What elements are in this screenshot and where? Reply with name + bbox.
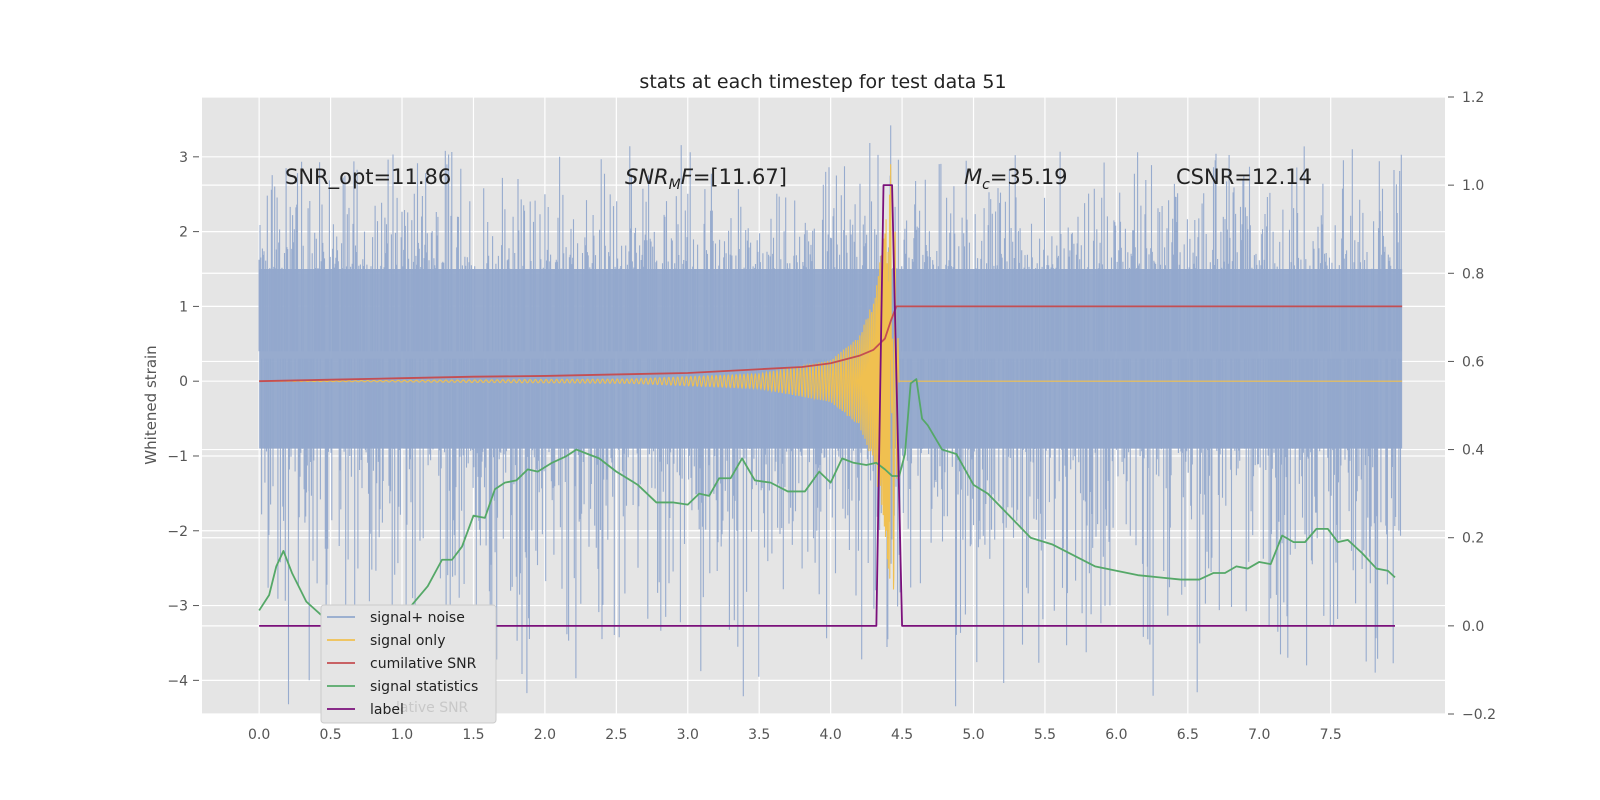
legend-label: label <box>370 702 404 718</box>
signal-statistics-line <box>258 378 1396 632</box>
x-tick-label: 7.5 <box>1320 727 1342 743</box>
signal-noise-line <box>258 125 1402 707</box>
x-tick-label: 1.5 <box>462 727 484 743</box>
series-layer <box>258 125 1403 707</box>
x-tick-label: 2.5 <box>605 727 627 743</box>
legend-label: signal statistics <box>370 679 478 695</box>
label-line <box>259 184 1395 627</box>
x-tick-label: 2.0 <box>534 727 556 743</box>
y2-tick-label: 0.4 <box>1462 443 1484 459</box>
y2-tick-label: 0.2 <box>1462 531 1484 547</box>
chart-title: stats at each timestep for test data 51 <box>639 71 1006 93</box>
x-tick-label: 1.0 <box>391 727 413 743</box>
y-tick-label: 3 <box>179 150 188 166</box>
y-tick-label: 2 <box>179 225 188 241</box>
y-tick-label: 1 <box>179 299 188 315</box>
x-axis-ticks: 0.0 0.5 1.0 1.5 2.0 2.5 3.0 3.5 4.0 4.5 5.0 5.5 6.0 6… <box>248 727 1342 743</box>
x-tick-label: 6.0 <box>1105 727 1127 743</box>
annotation-snr-opt: SNR_opt=11.86 <box>285 165 451 190</box>
legend-label: signal+ noise <box>370 610 465 626</box>
y2-tick-label: 1.0 <box>1462 178 1484 194</box>
legend-box <box>320 604 497 724</box>
legend-label: cumilative SNR <box>370 656 477 672</box>
x-tick-label: 0.5 <box>319 727 341 743</box>
y-tick-label: −1 <box>167 449 188 465</box>
annotations: SNR_opt=11.86 SNRMF=[11.67] Mc=35.19 CSNR=1… <box>285 165 1312 193</box>
x-tick-label: 3.5 <box>748 727 770 743</box>
y2-tick-label: 1.2 <box>1462 90 1484 106</box>
y-tick-label: −3 <box>167 599 188 615</box>
annotation-snr-mf: SNRMF=[11.67] <box>625 165 787 193</box>
y2-axis-ticks: −0.2 0.0 0.2 0.4 0.6 0.8 1.0 1.2 <box>1448 90 1496 723</box>
legend-ghost-text: lative SNR <box>396 700 469 716</box>
legend: lative SNR signal+ noise signal only cumila… <box>320 604 497 724</box>
y-axis-label: Whitened strain <box>142 345 160 464</box>
signal-only-line <box>259 164 1403 590</box>
y2-tick-label: 0.8 <box>1462 266 1484 282</box>
x-tick-label: 0.0 <box>248 727 270 743</box>
x-tick-label: 4.0 <box>820 727 842 743</box>
y2-tick-label: 0.0 <box>1462 619 1484 635</box>
y-tick-label: −2 <box>167 524 188 540</box>
y-tick-label: −4 <box>167 673 188 689</box>
annotation-csnr: CSNR=12.14 <box>1176 165 1312 189</box>
x-tick-label: 3.0 <box>677 727 699 743</box>
x-tick-label: 7.0 <box>1248 727 1270 743</box>
x-tick-label: 5.0 <box>962 727 984 743</box>
y-axis-ticks: −4 −3 −2 −1 0 1 2 3 <box>167 150 199 689</box>
x-tick-label: 4.5 <box>891 727 913 743</box>
annotation-chirp-mass: Mc=35.19 <box>964 165 1068 193</box>
legend-label: signal only <box>370 633 445 649</box>
y2-tick-label: 0.6 <box>1462 354 1484 370</box>
y2-tick-label: −0.2 <box>1462 707 1496 723</box>
cumilative-snr-line <box>259 305 1403 383</box>
x-tick-label: 5.5 <box>1034 727 1056 743</box>
y-tick-label: 0 <box>179 374 188 390</box>
x-tick-label: 6.5 <box>1177 727 1199 743</box>
